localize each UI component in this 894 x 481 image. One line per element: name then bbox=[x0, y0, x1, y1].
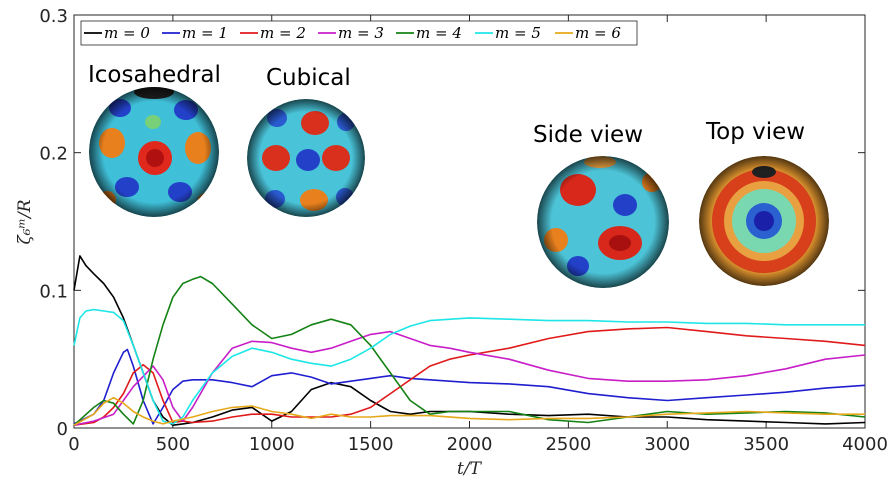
inset-top-view: Top view bbox=[699, 119, 829, 286]
y-tick-label: 0.1 bbox=[39, 281, 68, 302]
legend-label-m2: m = 2 bbox=[260, 24, 306, 42]
inset-icosahedral: Icosahedral bbox=[88, 62, 221, 217]
y-tick-label: 0.3 bbox=[39, 6, 68, 27]
y-axis-label: ζ₆ᵐ/R bbox=[15, 199, 35, 244]
series-layer bbox=[73, 255, 866, 427]
legend-label-m6: m = 6 bbox=[575, 24, 621, 42]
inset-icosahedral-label: Icosahedral bbox=[88, 62, 221, 88]
cubical-sphere bbox=[247, 99, 365, 217]
x-tick-label: 500 bbox=[156, 434, 190, 455]
side-view-sphere bbox=[537, 156, 669, 288]
x-tick-label: 1500 bbox=[348, 434, 394, 455]
inset-cubical: Cubical bbox=[247, 65, 365, 217]
series-line-m1 bbox=[73, 348, 866, 425]
y-tick-label: 0.2 bbox=[39, 144, 68, 165]
x-tick-label: 1000 bbox=[249, 434, 295, 455]
x-axis-label: t/T bbox=[457, 459, 483, 479]
x-tick-label: 3500 bbox=[743, 434, 789, 455]
inset-side-view: Side view bbox=[533, 122, 669, 288]
legend-label-m0: m = 0 bbox=[104, 24, 150, 42]
x-tick-label: 2500 bbox=[545, 434, 591, 455]
legend: m = 0 m = 1 m = 2 m = 3 m = 4 m = 5 m = 6 bbox=[80, 20, 638, 46]
inset-top-view-label: Top view bbox=[705, 119, 805, 145]
series-line-m5 bbox=[73, 308, 865, 425]
legend-label-m3: m = 3 bbox=[338, 24, 384, 42]
series-line-m6 bbox=[73, 396, 865, 426]
legend-label-m4: m = 4 bbox=[416, 24, 462, 42]
legend-label-m1: m = 1 bbox=[182, 24, 228, 42]
inset-cubical-label: Cubical bbox=[266, 65, 351, 91]
legend-label-m5: m = 5 bbox=[495, 24, 541, 42]
inset-side-view-label: Side view bbox=[533, 122, 643, 148]
x-tick-label: 3000 bbox=[644, 434, 690, 455]
axis-ticks: 0 500 1000 1500 2000 2500 3000 3500 4000 0 0.1 0.2 0… bbox=[39, 6, 888, 455]
y-tick-label: 0 bbox=[57, 419, 68, 440]
x-tick-label: 2000 bbox=[447, 434, 493, 455]
top-view-sphere bbox=[699, 156, 829, 286]
series-line-m3 bbox=[73, 330, 866, 426]
icosahedral-sphere bbox=[89, 87, 219, 217]
x-tick-label: 4000 bbox=[842, 434, 888, 455]
x-tick-label: 0 bbox=[68, 434, 79, 455]
